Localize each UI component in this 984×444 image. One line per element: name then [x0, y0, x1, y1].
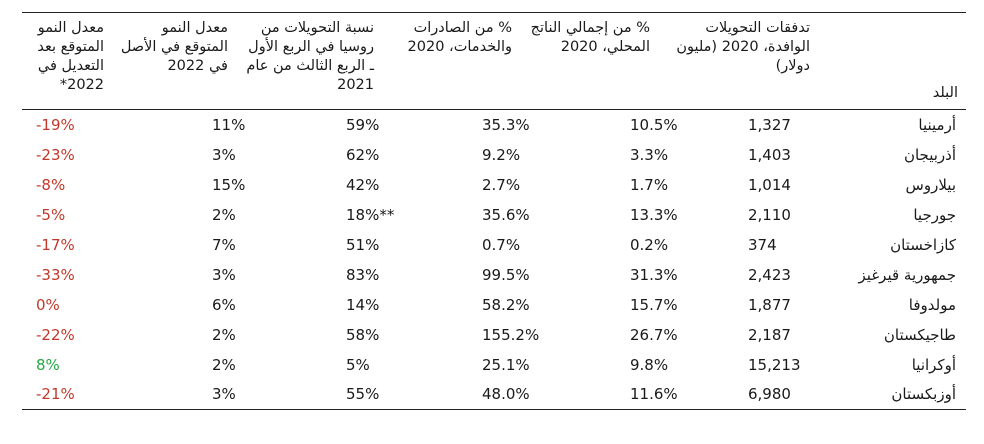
- cell-gdp-share: 13.3%: [630, 205, 678, 224]
- cell-gdp-share: 15.7%: [630, 295, 678, 314]
- cell-gdp-share: 10.5%: [630, 115, 678, 134]
- cell-country: أذربيجان: [903, 145, 956, 164]
- table-row: طاجيكستان 2,187 26.7% 155.2% 58% 2% -22%: [22, 320, 966, 350]
- table-row: جمهورية قيرغيز 2,423 31.3% 99.5% 83% 3% -33%: [22, 260, 966, 290]
- cell-growth-original: 3%: [212, 385, 236, 404]
- cell-gdp-share: 26.7%: [630, 325, 678, 344]
- cell-remittances: 1,877: [748, 295, 791, 314]
- cell-gdp-share: 0.2%: [630, 235, 669, 254]
- cell-remittances: 1,403: [748, 145, 791, 164]
- cell-exports-share: 99.5%: [482, 265, 530, 284]
- cell-russia-share: 59%: [346, 115, 380, 134]
- cell-exports-share: 48.0%: [482, 385, 530, 404]
- header-exports-share: % من الصادرات والخدمات، 2020: [407, 20, 512, 55]
- cell-russia-share: 51%: [346, 235, 380, 254]
- cell-gdp-share: 1.7%: [630, 175, 669, 194]
- cell-russia-share: 42%: [346, 175, 380, 194]
- cell-remittances: 15,213: [748, 355, 801, 374]
- header-growth-revised: معدل النمو المتوقع بعد التعديل في 2022*: [37, 20, 104, 93]
- table-row: أوكرانيا 15,213 9.8% 25.1% 5% 2% 8%: [22, 350, 966, 380]
- cell-growth-revised: -19%: [36, 115, 75, 134]
- cell-exports-share: 9.2%: [482, 145, 521, 164]
- table-row: جورجيا 2,110 13.3% 35.6% 18%** 2% -5%: [22, 200, 966, 230]
- header-gdp-share: % من إجمالي الناتج المحلي، 2020: [530, 20, 650, 55]
- cell-growth-original: 3%: [212, 265, 236, 284]
- cell-growth-original: 2%: [212, 355, 236, 374]
- header-country: البلد: [932, 85, 958, 101]
- cell-growth-original: 6%: [212, 295, 236, 314]
- cell-exports-share: 0.7%: [482, 235, 521, 254]
- cell-growth-revised: -21%: [36, 385, 75, 404]
- cell-exports-share: 35.6%: [482, 205, 530, 224]
- cell-growth-original: 11%: [212, 115, 246, 134]
- cell-remittances: 2,423: [748, 265, 791, 284]
- cell-remittances: 2,187: [748, 325, 791, 344]
- cell-country: طاجيكستان: [883, 325, 956, 344]
- cell-growth-original: 2%: [212, 325, 236, 344]
- cell-gdp-share: 3.3%: [630, 145, 669, 164]
- cell-exports-share: 155.2%: [482, 325, 540, 344]
- cell-growth-revised: 0%: [36, 295, 60, 314]
- remittances-table: البلد تدفقات التحويلات الوافدة، 2020 (مل…: [22, 12, 966, 410]
- cell-country: كازاخستان: [890, 235, 956, 254]
- header-russia-share: نسبة التحويلات من روسيا في الربع الأول ـ…: [246, 20, 374, 93]
- header-growth-original: معدل النمو المتوقع في الأصل في 2022: [120, 20, 228, 74]
- remittances-table-container: البلد تدفقات التحويلات الوافدة، 2020 (مل…: [22, 12, 966, 410]
- cell-exports-share: 25.1%: [482, 355, 530, 374]
- table-row: كازاخستان 374 0.2% 0.7% 51% 7% -17%: [22, 230, 966, 260]
- cell-gdp-share: 11.6%: [630, 385, 678, 404]
- table-row: بيلاروس 1,014 1.7% 2.7% 42% 15% -8%: [22, 170, 966, 200]
- cell-exports-share: 2.7%: [482, 175, 521, 194]
- cell-remittances: 1,014: [748, 175, 791, 194]
- cell-growth-revised: 8%: [36, 355, 60, 374]
- table-row: أوزبكستان 6,980 11.6% 48.0% 55% 3% -21%: [22, 380, 966, 410]
- table-row: أذربيجان 1,403 3.3% 9.2% 62% 3% -23%: [22, 140, 966, 170]
- cell-russia-share: 58%: [346, 325, 380, 344]
- cell-russia-share: 18%**: [346, 205, 395, 224]
- cell-country: أوكرانيا: [911, 355, 956, 374]
- cell-remittances: 2,110: [748, 205, 791, 224]
- cell-growth-revised: -22%: [36, 325, 75, 344]
- table-header: البلد تدفقات التحويلات الوافدة، 2020 (مل…: [22, 12, 966, 110]
- table-row: مولدوفا 1,877 15.7% 58.2% 14% 6% 0%: [22, 290, 966, 320]
- cell-remittances: 1,327: [748, 115, 791, 134]
- cell-growth-original: 15%: [212, 175, 246, 194]
- cell-exports-share: 35.3%: [482, 115, 530, 134]
- cell-growth-revised: -17%: [36, 235, 75, 254]
- cell-growth-original: 3%: [212, 145, 236, 164]
- cell-remittances: 6,980: [748, 385, 791, 404]
- cell-russia-share: 14%: [346, 295, 380, 314]
- cell-growth-revised: -8%: [36, 175, 66, 194]
- cell-gdp-share: 9.8%: [630, 355, 669, 374]
- cell-growth-revised: -5%: [36, 205, 66, 224]
- cell-growth-original: 2%: [212, 205, 236, 224]
- cell-growth-original: 7%: [212, 235, 236, 254]
- cell-gdp-share: 31.3%: [630, 265, 678, 284]
- cell-country: أرمينيا: [918, 115, 956, 134]
- cell-country: مولدوفا: [908, 295, 956, 314]
- cell-growth-revised: -33%: [36, 265, 75, 284]
- cell-remittances: 374: [748, 235, 777, 254]
- cell-growth-revised: -23%: [36, 145, 75, 164]
- cell-country: جورجيا: [913, 205, 956, 224]
- cell-russia-share: 5%: [346, 355, 370, 374]
- cell-russia-share: 62%: [346, 145, 380, 164]
- cell-exports-share: 58.2%: [482, 295, 530, 314]
- header-remittances: تدفقات التحويلات الوافدة، 2020 (مليون دو…: [676, 20, 810, 74]
- cell-country: جمهورية قيرغيز: [858, 265, 956, 284]
- cell-country: أوزبكستان: [891, 385, 956, 404]
- cell-russia-share: 83%: [346, 265, 380, 284]
- header-row: البلد تدفقات التحويلات الوافدة، 2020 (مل…: [22, 12, 966, 110]
- cell-country: بيلاروس: [905, 175, 956, 194]
- table-row: أرمينيا 1,327 10.5% 35.3% 59% 11% -19%: [22, 110, 966, 140]
- table-body: أرمينيا 1,327 10.5% 35.3% 59% 11% -19% أذربيجان…: [22, 110, 966, 410]
- cell-russia-share: 55%: [346, 385, 380, 404]
